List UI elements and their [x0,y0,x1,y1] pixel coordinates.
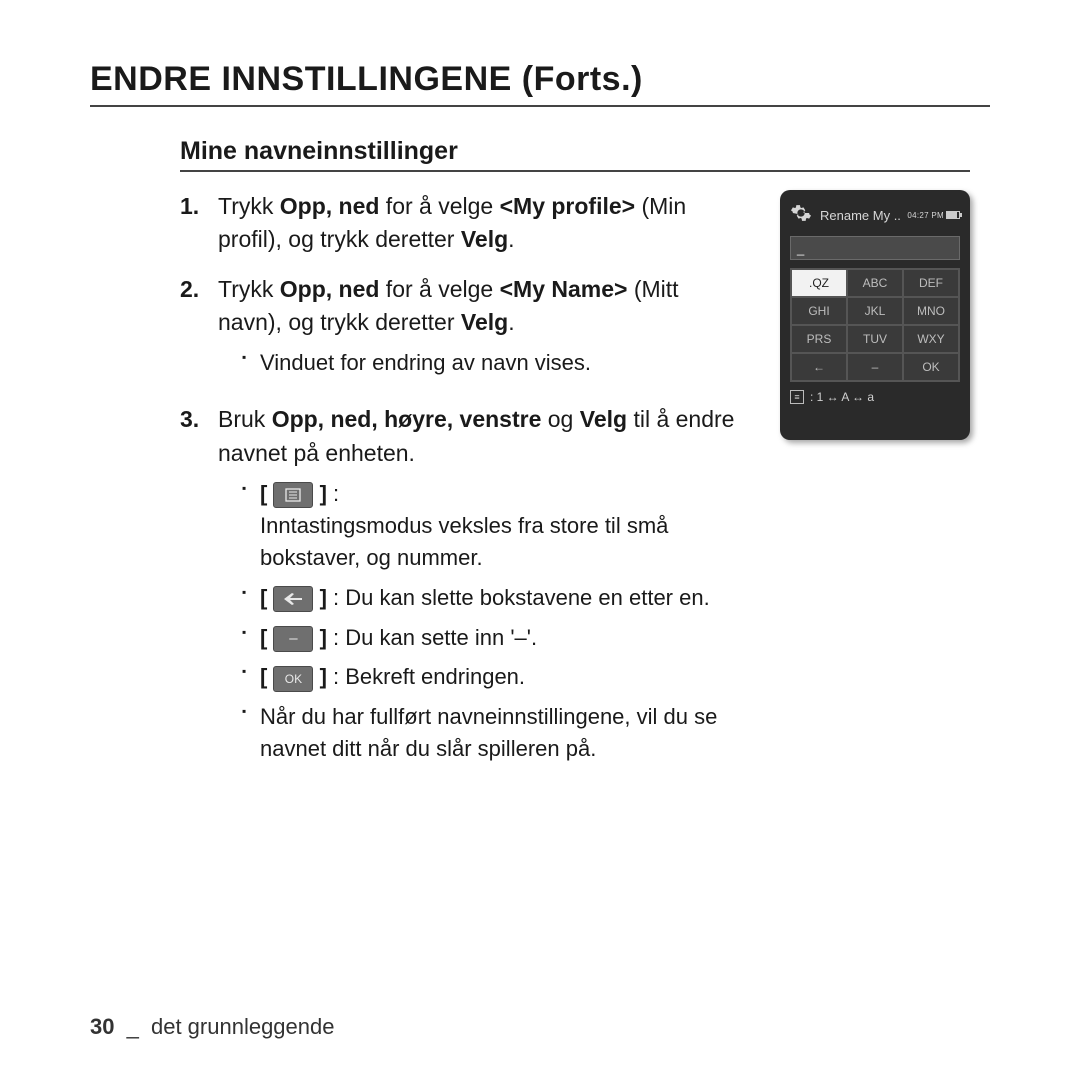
manual-page: ENDRE INNSTILLINGENE (Forts.) Mine navne… [0,0,1080,1080]
key-list: [ ] : Inntastingsmodus veksles fra store… [242,478,740,765]
step: 2.Trykk Opp, ned for å velge <My Name> (… [180,273,740,388]
device-clock: 04:27 PM [907,211,960,220]
keypad-key: DEF [903,269,959,297]
keypad-key: PRS [791,325,847,353]
device-mock: Rename My .. 04:27 PM _ .QZABCDEF GHIJKLM… [780,190,970,440]
step-body: Trykk Opp, ned for å velge <My profile> … [218,190,740,257]
mode-key-icon [273,482,313,508]
step: 3.Bruk Opp, ned, høyre, venstre og Velg … [180,403,740,773]
content-area: Rename My .. 04:27 PM _ .QZABCDEF GHIJKLM… [180,190,970,773]
device-header: Rename My .. 04:27 PM [790,200,960,230]
keypad-key: TUV [847,325,903,353]
keypad-key: WXY [903,325,959,353]
step-body: Bruk Opp, ned, høyre, venstre og Velg ti… [218,403,740,773]
step-body: Trykk Opp, ned for å velge <My Name> (Mi… [218,273,740,388]
section-title: Mine navneinnstillinger [180,137,970,172]
step: 1.Trykk Opp, ned for å velge <My profile… [180,190,740,257]
footer-separator: _ [127,1014,139,1039]
device-title: Rename My .. [820,208,901,223]
page-footer: 30 _ det grunnleggende [90,1014,334,1040]
keypad-key: GHI [791,297,847,325]
keypad-key: OK [903,353,959,381]
keypad-key: – [847,353,903,381]
battery-icon [946,211,960,219]
device-keypad: .QZABCDEF GHIJKLMNO PRSTUVWXY ←–OK [790,268,960,382]
step-number: 1. [180,190,208,257]
page-number: 30 [90,1014,114,1039]
keypad-key: ← [791,353,847,381]
keypad-key: .QZ [791,269,847,297]
mode-icon: ≡ [790,390,804,404]
footer-section: det grunnleggende [151,1014,335,1039]
keypad-key: JKL [847,297,903,325]
dash-key-icon: – [273,626,313,652]
page-title: ENDRE INNSTILLINGENE (Forts.) [90,60,990,107]
device-footer: ≡ : 1 ↔ A ↔ a [790,390,960,404]
ok-key-icon: OK [273,666,313,692]
step-number: 2. [180,273,208,388]
back-key-icon [273,586,313,612]
device-input: _ [790,236,960,260]
step-number: 3. [180,403,208,773]
sublist: Vinduet for endring av navn vises. [242,347,740,379]
keypad-key: MNO [903,297,959,325]
keypad-key: ABC [847,269,903,297]
gear-icon [790,202,812,229]
